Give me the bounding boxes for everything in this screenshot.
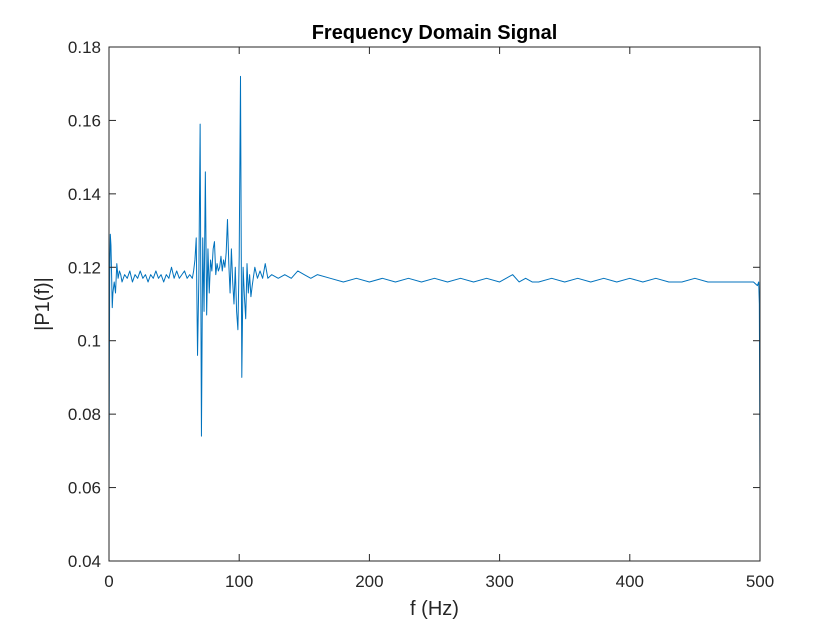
x-axis-ticks: 0 100 200 300 400 500 bbox=[104, 47, 774, 591]
y-tick-label: 0.1 bbox=[77, 332, 101, 351]
series-line bbox=[108, 75, 761, 488]
y-tick-label: 0.12 bbox=[68, 258, 101, 277]
y-axis-ticks: 0.04 0.06 0.08 0.1 0.12 0.14 0.16 0.18 bbox=[68, 38, 760, 571]
x-axis-label: f (Hz) bbox=[410, 598, 459, 620]
y-tick-label: 0.14 bbox=[68, 185, 101, 204]
y-axis-label: |P1(f)| bbox=[32, 277, 54, 331]
x-tick-label: 500 bbox=[746, 572, 774, 591]
x-tick-label: 200 bbox=[355, 572, 383, 591]
x-tick-label: 300 bbox=[485, 572, 513, 591]
y-tick-label: 0.04 bbox=[68, 552, 101, 571]
x-tick-label: 0 bbox=[104, 572, 113, 591]
series-group bbox=[108, 75, 761, 488]
y-tick-label: 0.16 bbox=[68, 111, 101, 130]
plot-area-background bbox=[109, 47, 760, 561]
y-tick-label: 0.18 bbox=[68, 38, 101, 57]
y-tick-label: 0.06 bbox=[68, 479, 101, 498]
y-tick-label: 0.08 bbox=[68, 405, 101, 424]
chart-title: Frequency Domain Signal bbox=[312, 22, 558, 44]
x-tick-label: 400 bbox=[616, 572, 644, 591]
x-tick-label: 100 bbox=[225, 572, 253, 591]
plot-area-box bbox=[108, 46, 761, 562]
